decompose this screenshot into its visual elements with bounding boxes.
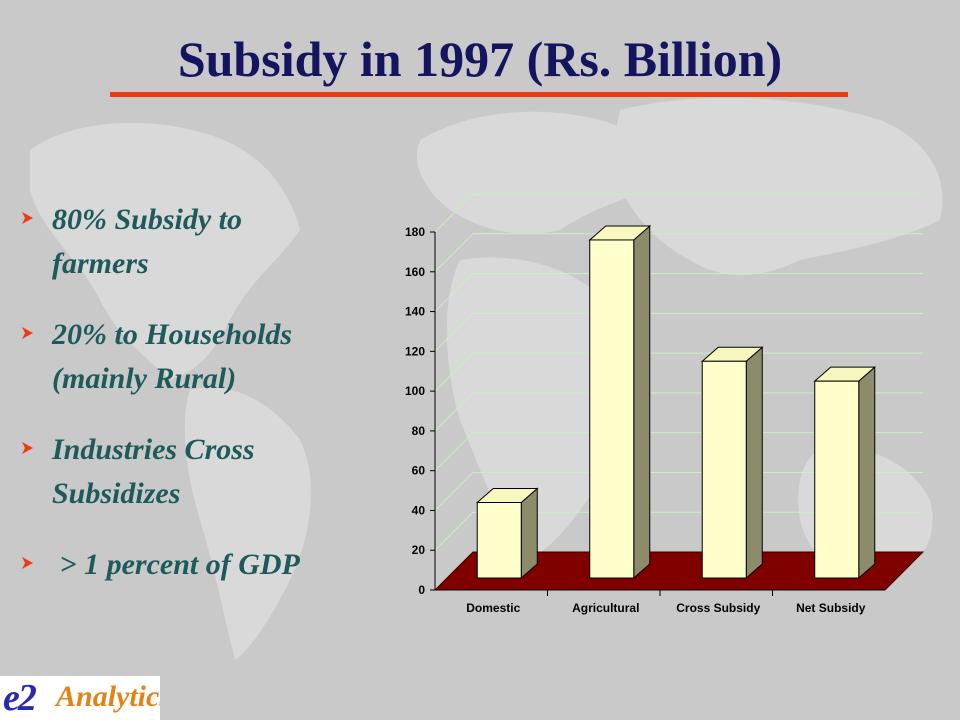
x-tick-label: Domestic bbox=[466, 601, 520, 615]
y-tick-label: 20 bbox=[412, 543, 426, 557]
x-tick-label: Cross Subsidy bbox=[676, 601, 760, 615]
x-tick-label: Net Subsidy bbox=[796, 601, 866, 615]
y-tick-label: 180 bbox=[405, 225, 425, 239]
bar-chart: 0 20 40 60 80 100 120 140 160 180 Domestic Agricult… bbox=[405, 193, 925, 615]
y-tick-label: 0 bbox=[418, 583, 425, 597]
arrow-bullet-icon bbox=[22, 327, 33, 339]
y-tick-label: 140 bbox=[405, 305, 425, 319]
bullet-list: 80% Subsidy to farmers 20% to Households… bbox=[18, 198, 368, 614]
logo: e2 Analytics bbox=[0, 676, 160, 720]
y-tick-label: 100 bbox=[405, 384, 425, 398]
bullet-line: Industries Cross bbox=[52, 433, 255, 466]
bar bbox=[701, 360, 747, 579]
gridline-side bbox=[434, 273, 474, 312]
y-tick-label: 160 bbox=[405, 265, 425, 279]
gridline-side bbox=[434, 193, 474, 233]
y-tick-label: 120 bbox=[405, 344, 425, 358]
bar bbox=[476, 501, 522, 579]
bullet-item: Industries Cross Subsidizes bbox=[18, 428, 368, 516]
gridline-side bbox=[434, 432, 474, 472]
bar-side bbox=[745, 346, 763, 580]
gridline-side bbox=[434, 233, 474, 273]
bar-side bbox=[520, 487, 538, 580]
arrow-bullet-icon bbox=[22, 442, 33, 454]
bullet-line: 20% to Households bbox=[52, 318, 293, 351]
gridline-side bbox=[434, 312, 474, 352]
logo-mark: e2 bbox=[3, 677, 37, 719]
bar bbox=[814, 380, 860, 579]
bullet-item: > 1 percent of GDP bbox=[18, 543, 368, 587]
y-tick-label: 40 bbox=[412, 503, 426, 517]
bar-side bbox=[858, 366, 876, 580]
bar bbox=[589, 239, 635, 579]
title-underline bbox=[110, 92, 848, 97]
bullet-line: (mainly Rural) bbox=[52, 362, 237, 395]
gridline-side bbox=[434, 352, 474, 392]
gridline-side bbox=[434, 392, 474, 432]
bullet-line: Subsidizes bbox=[52, 477, 181, 510]
bullet-line: > 1 percent of GDP bbox=[52, 548, 300, 581]
bullet-line: farmers bbox=[52, 247, 149, 280]
y-tick-label: 80 bbox=[412, 424, 426, 438]
bullet-item: 20% to Households (mainly Rural) bbox=[18, 313, 368, 401]
y-tick-label: 60 bbox=[412, 464, 426, 478]
gridline-side bbox=[434, 511, 474, 551]
slide-title: Subsidy in 1997 (Rs. Billion) bbox=[177, 31, 783, 87]
bullet-item: 80% Subsidy to farmers bbox=[18, 198, 368, 286]
arrow-bullet-icon bbox=[22, 557, 33, 569]
arrow-bullet-icon bbox=[22, 212, 33, 224]
bullet-line: 80% Subsidy to bbox=[52, 203, 243, 236]
gridline-side bbox=[434, 472, 474, 511]
bar-side bbox=[633, 224, 651, 580]
logo-word: Analytics bbox=[56, 680, 160, 713]
x-tick-label: Agricultural bbox=[572, 601, 639, 615]
